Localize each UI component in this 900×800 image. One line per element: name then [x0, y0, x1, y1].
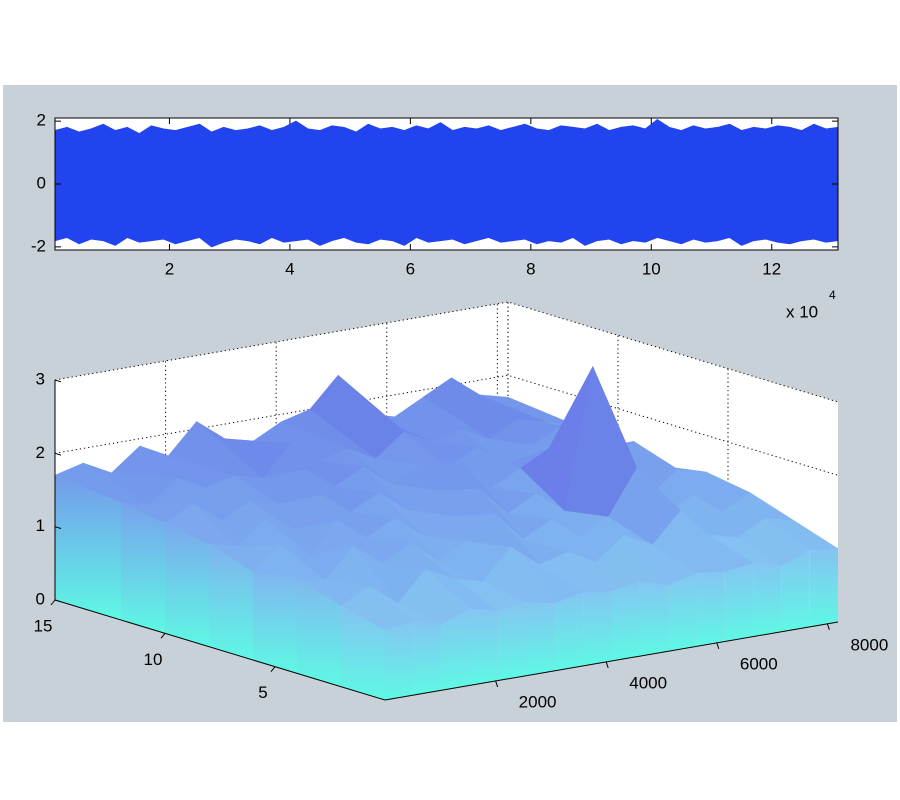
x-tick: [716, 642, 720, 650]
grid-line: [54, 374, 839, 476]
x-tick-label: 4000: [629, 673, 667, 692]
x-tick-label: 2000: [519, 692, 557, 711]
y-tick: [160, 633, 166, 639]
x-tick-label: 8000: [850, 635, 888, 654]
x-tick-label: 4: [285, 259, 294, 278]
y-tick-label: 0: [37, 173, 46, 192]
y-tick-label: 2: [37, 111, 46, 130]
x-axis: [384, 621, 839, 701]
x-tick-label: 6000: [740, 654, 778, 673]
y-tick-label: 15: [34, 616, 53, 635]
surface-side: [724, 563, 754, 642]
surface-side: [781, 549, 810, 632]
signal-band-upper: [54, 118, 839, 185]
grid-line: [54, 301, 839, 403]
z-tick: [54, 379, 62, 383]
x-tick-label: 8: [526, 259, 535, 278]
surface-side: [385, 621, 414, 700]
surface-side: [253, 572, 297, 674]
surface-side: [55, 475, 121, 620]
x-tick: [495, 680, 499, 688]
surface-side: [583, 591, 612, 666]
surface-side: [413, 621, 442, 696]
x-multiplier-exponent: 4: [829, 288, 836, 302]
surface-side: [809, 548, 838, 627]
surface-side: [526, 602, 555, 676]
y-tick-label: 10: [144, 650, 163, 669]
surface-side: [639, 581, 669, 657]
y-tick-label: -2: [31, 236, 46, 255]
x-tick-label: 2: [165, 259, 174, 278]
surface-side: [753, 563, 782, 637]
z-tick: [54, 526, 62, 529]
surface-side: [611, 581, 640, 661]
z-tick-label: 0: [36, 589, 45, 608]
z-tick-label: 3: [36, 369, 45, 388]
surface-side: [121, 502, 165, 634]
surface-side: [498, 602, 527, 681]
x-tick: [826, 623, 830, 630]
signal-band-lower: [54, 183, 839, 248]
y-tick-label: 5: [258, 683, 267, 702]
x-tick-label: 6: [406, 259, 415, 278]
y-tick: [270, 666, 276, 672]
surface-side: [554, 592, 584, 671]
z-tick-label: 1: [36, 516, 45, 535]
z-tick: [54, 599, 62, 603]
surface-side: [165, 523, 209, 647]
x-multiplier: x 10: [786, 302, 818, 321]
x-tick-label: 10: [642, 259, 661, 278]
surface-side: [441, 608, 470, 691]
surface-side: [469, 608, 499, 686]
surface-side: [668, 573, 697, 652]
surface-side: [209, 544, 253, 660]
x-tick-label: 12: [762, 259, 781, 278]
z-tick-label: 2: [36, 443, 45, 462]
surface-cell: [340, 586, 414, 631]
y-tick: [50, 599, 56, 606]
surface-side: [341, 606, 385, 700]
surface-side: [297, 578, 341, 687]
x-tick: [605, 661, 609, 669]
y-axis: [54, 599, 386, 701]
z-tick: [54, 452, 62, 456]
surface-side: [696, 571, 725, 647]
